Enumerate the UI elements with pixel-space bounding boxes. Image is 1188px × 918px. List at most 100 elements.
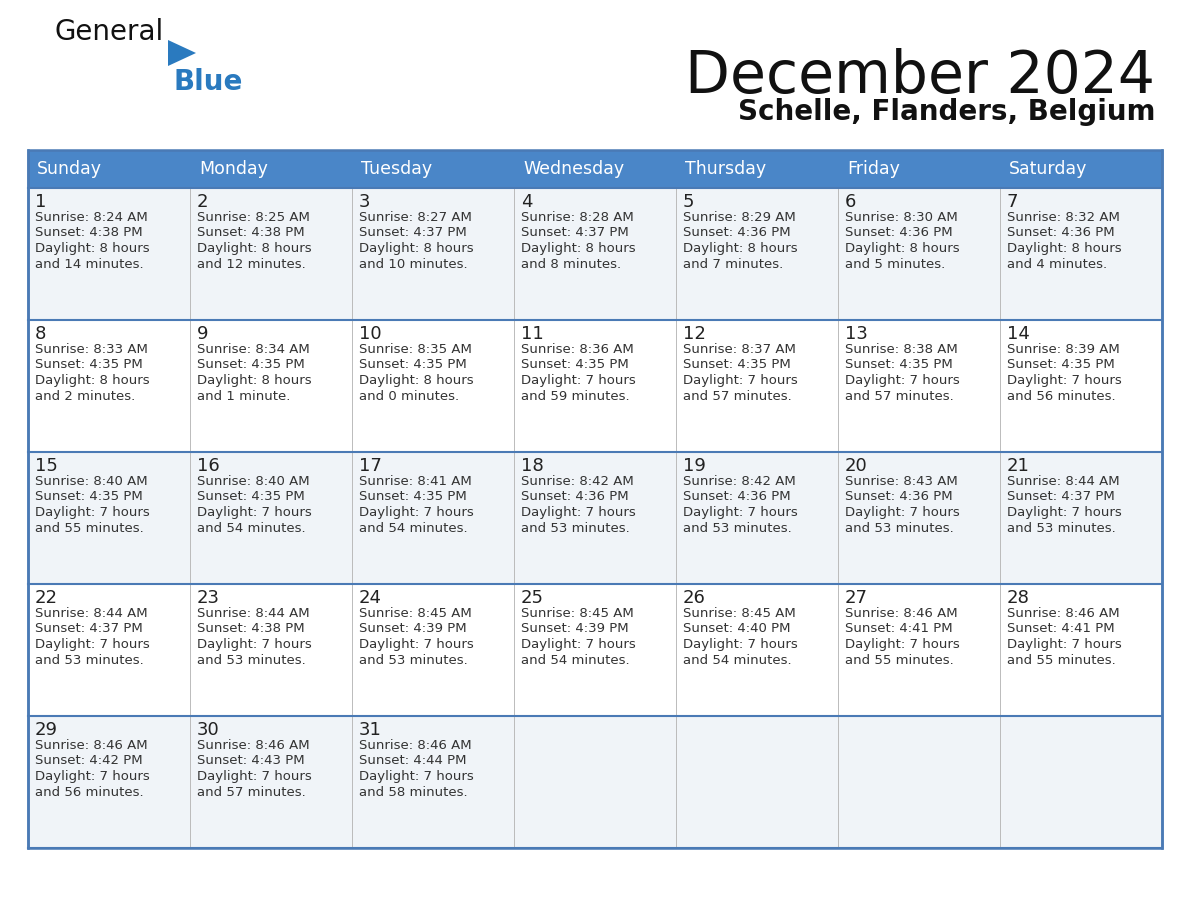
Text: Sunrise: 8:27 AM: Sunrise: 8:27 AM [359, 211, 472, 224]
Text: 25: 25 [522, 589, 544, 607]
Text: 10: 10 [359, 325, 381, 343]
Text: 13: 13 [845, 325, 868, 343]
Text: Sunrise: 8:33 AM: Sunrise: 8:33 AM [34, 343, 147, 356]
Text: 18: 18 [522, 457, 544, 475]
Text: Daylight: 7 hours: Daylight: 7 hours [1007, 638, 1121, 651]
Text: 3: 3 [359, 193, 371, 211]
Text: Sunrise: 8:41 AM: Sunrise: 8:41 AM [359, 475, 472, 488]
Text: Schelle, Flanders, Belgium: Schelle, Flanders, Belgium [738, 98, 1155, 126]
Text: Blue: Blue [173, 68, 242, 96]
Text: and 53 minutes.: and 53 minutes. [197, 654, 305, 666]
Bar [29, 584, 1162, 716]
Bar [29, 188, 1162, 320]
Text: Sunset: 4:35 PM: Sunset: 4:35 PM [683, 359, 791, 372]
Text: and 54 minutes.: and 54 minutes. [522, 654, 630, 666]
Text: and 12 minutes.: and 12 minutes. [197, 258, 305, 271]
Text: Sunset: 4:36 PM: Sunset: 4:36 PM [845, 227, 953, 240]
Text: 31: 31 [359, 721, 381, 739]
Text: Sunset: 4:35 PM: Sunset: 4:35 PM [34, 359, 143, 372]
Text: Sunrise: 8:45 AM: Sunrise: 8:45 AM [683, 607, 796, 620]
Text: Sunset: 4:37 PM: Sunset: 4:37 PM [34, 622, 143, 635]
Text: Sunset: 4:35 PM: Sunset: 4:35 PM [359, 490, 467, 503]
Text: Daylight: 7 hours: Daylight: 7 hours [683, 374, 798, 387]
Text: Daylight: 7 hours: Daylight: 7 hours [1007, 374, 1121, 387]
Text: Daylight: 8 hours: Daylight: 8 hours [197, 374, 311, 387]
Text: 23: 23 [197, 589, 220, 607]
Text: Daylight: 7 hours: Daylight: 7 hours [197, 638, 311, 651]
Text: General: General [55, 18, 164, 46]
Text: 19: 19 [683, 457, 706, 475]
Text: 22: 22 [34, 589, 58, 607]
Text: and 58 minutes.: and 58 minutes. [359, 786, 468, 799]
Text: 8: 8 [34, 325, 46, 343]
Text: Sunrise: 8:45 AM: Sunrise: 8:45 AM [359, 607, 472, 620]
Polygon shape [168, 40, 196, 66]
Text: Daylight: 7 hours: Daylight: 7 hours [522, 638, 636, 651]
Text: Sunset: 4:36 PM: Sunset: 4:36 PM [522, 490, 628, 503]
Text: 9: 9 [197, 325, 209, 343]
Text: Daylight: 8 hours: Daylight: 8 hours [359, 242, 474, 255]
Text: Sunset: 4:38 PM: Sunset: 4:38 PM [34, 227, 143, 240]
Text: Daylight: 8 hours: Daylight: 8 hours [34, 374, 150, 387]
Text: Sunset: 4:37 PM: Sunset: 4:37 PM [1007, 490, 1114, 503]
Text: and 57 minutes.: and 57 minutes. [197, 786, 305, 799]
Text: and 8 minutes.: and 8 minutes. [522, 258, 621, 271]
Text: Sunday: Sunday [37, 160, 102, 178]
Text: Daylight: 8 hours: Daylight: 8 hours [683, 242, 797, 255]
Text: Sunset: 4:44 PM: Sunset: 4:44 PM [359, 755, 467, 767]
Text: and 54 minutes.: and 54 minutes. [683, 654, 791, 666]
Text: Daylight: 7 hours: Daylight: 7 hours [1007, 506, 1121, 519]
Text: Daylight: 8 hours: Daylight: 8 hours [359, 374, 474, 387]
Text: Sunset: 4:39 PM: Sunset: 4:39 PM [522, 622, 628, 635]
Text: Sunset: 4:35 PM: Sunset: 4:35 PM [197, 490, 305, 503]
Text: 14: 14 [1007, 325, 1030, 343]
Text: Sunset: 4:35 PM: Sunset: 4:35 PM [359, 359, 467, 372]
Text: Sunset: 4:42 PM: Sunset: 4:42 PM [34, 755, 143, 767]
Text: 24: 24 [359, 589, 383, 607]
Text: Sunset: 4:35 PM: Sunset: 4:35 PM [845, 359, 953, 372]
Text: Daylight: 8 hours: Daylight: 8 hours [845, 242, 960, 255]
Text: Daylight: 8 hours: Daylight: 8 hours [1007, 242, 1121, 255]
Text: 4: 4 [522, 193, 532, 211]
Text: Sunset: 4:37 PM: Sunset: 4:37 PM [522, 227, 628, 240]
Text: and 7 minutes.: and 7 minutes. [683, 258, 783, 271]
Text: Sunrise: 8:39 AM: Sunrise: 8:39 AM [1007, 343, 1120, 356]
Text: Sunrise: 8:40 AM: Sunrise: 8:40 AM [34, 475, 147, 488]
Text: and 59 minutes.: and 59 minutes. [522, 389, 630, 402]
Text: Sunset: 4:41 PM: Sunset: 4:41 PM [1007, 622, 1114, 635]
Bar [29, 150, 1162, 848]
Text: Sunset: 4:35 PM: Sunset: 4:35 PM [34, 490, 143, 503]
Text: 20: 20 [845, 457, 867, 475]
Text: and 54 minutes.: and 54 minutes. [197, 521, 305, 534]
Text: Daylight: 8 hours: Daylight: 8 hours [34, 242, 150, 255]
Text: Daylight: 7 hours: Daylight: 7 hours [683, 506, 798, 519]
Text: and 4 minutes.: and 4 minutes. [1007, 258, 1107, 271]
Text: 21: 21 [1007, 457, 1030, 475]
Text: and 53 minutes.: and 53 minutes. [683, 521, 791, 534]
Text: Daylight: 7 hours: Daylight: 7 hours [845, 638, 960, 651]
Text: Sunset: 4:35 PM: Sunset: 4:35 PM [1007, 359, 1114, 372]
Text: and 53 minutes.: and 53 minutes. [845, 521, 954, 534]
Text: Tuesday: Tuesday [361, 160, 432, 178]
Text: and 0 minutes.: and 0 minutes. [359, 389, 459, 402]
Text: Sunrise: 8:46 AM: Sunrise: 8:46 AM [34, 739, 147, 752]
Text: and 53 minutes.: and 53 minutes. [34, 654, 144, 666]
Text: Sunset: 4:36 PM: Sunset: 4:36 PM [683, 490, 791, 503]
Text: Sunrise: 8:25 AM: Sunrise: 8:25 AM [197, 211, 310, 224]
Text: and 14 minutes.: and 14 minutes. [34, 258, 144, 271]
Text: 11: 11 [522, 325, 544, 343]
Text: Sunrise: 8:44 AM: Sunrise: 8:44 AM [197, 607, 310, 620]
Text: Sunrise: 8:24 AM: Sunrise: 8:24 AM [34, 211, 147, 224]
Text: Sunrise: 8:37 AM: Sunrise: 8:37 AM [683, 343, 796, 356]
Text: and 53 minutes.: and 53 minutes. [1007, 521, 1116, 534]
Text: Daylight: 7 hours: Daylight: 7 hours [197, 506, 311, 519]
Text: 2: 2 [197, 193, 209, 211]
Text: Sunset: 4:43 PM: Sunset: 4:43 PM [197, 755, 304, 767]
Text: Sunrise: 8:34 AM: Sunrise: 8:34 AM [197, 343, 310, 356]
Text: Sunrise: 8:46 AM: Sunrise: 8:46 AM [359, 739, 472, 752]
Text: Sunset: 4:35 PM: Sunset: 4:35 PM [522, 359, 628, 372]
Text: Sunrise: 8:43 AM: Sunrise: 8:43 AM [845, 475, 958, 488]
Text: Saturday: Saturday [1009, 160, 1087, 178]
Text: Daylight: 7 hours: Daylight: 7 hours [522, 506, 636, 519]
Text: Daylight: 7 hours: Daylight: 7 hours [34, 506, 150, 519]
